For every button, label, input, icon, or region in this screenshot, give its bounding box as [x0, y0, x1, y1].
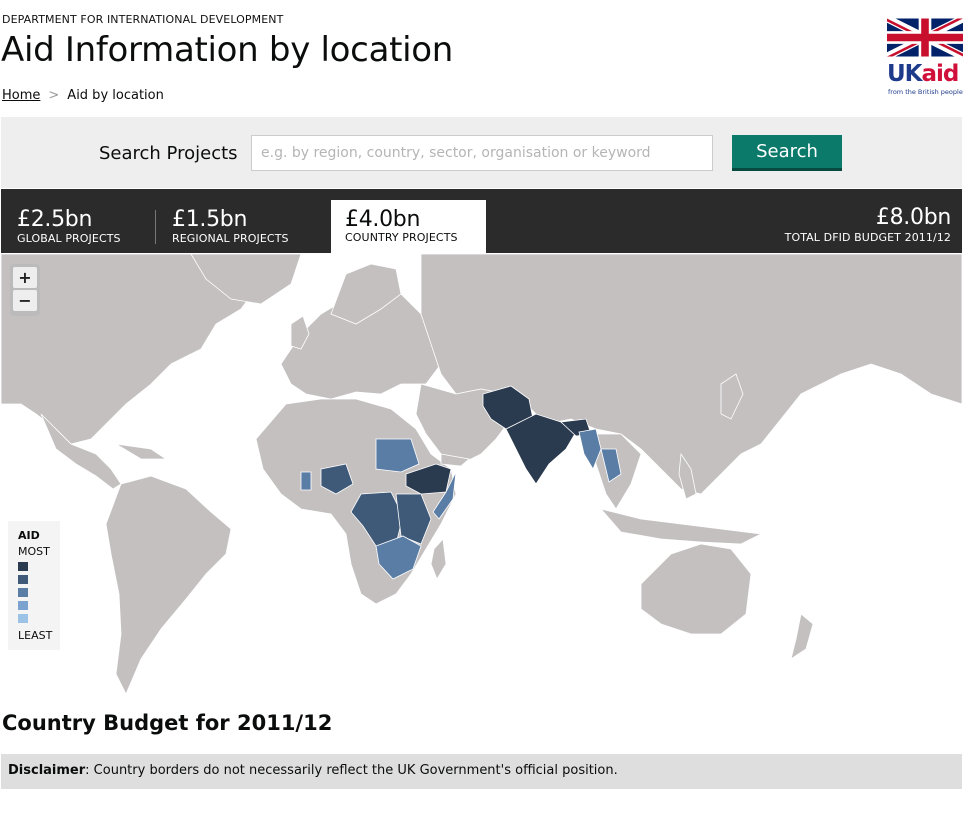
chevron-right-icon: > — [48, 88, 60, 103]
land-madagascar — [430, 538, 447, 580]
aid-countries — [300, 385, 622, 580]
section-title: Country Budget for 2011/12 — [2, 711, 333, 735]
global-label: GLOBAL PROJECTS — [17, 232, 121, 245]
legend-swatch-5 — [18, 614, 28, 623]
legend-most-label: MOST — [18, 545, 50, 558]
global-amount: £2.5bn — [17, 207, 93, 232]
union-jack-flag-icon — [887, 18, 963, 57]
world-map[interactable] — [1, 254, 962, 696]
land-scandinavia — [330, 263, 402, 325]
land-philippines — [678, 452, 697, 500]
land-uk — [290, 315, 310, 350]
page-title: Aid Information by location — [1, 30, 454, 70]
department-name: DEPARTMENT FOR INTERNATIONAL DEVELOPMENT — [2, 13, 284, 26]
tab-global-projects[interactable]: £2.5bn GLOBAL PROJECTS — [17, 189, 155, 253]
total-amount: £8.0bn — [875, 205, 951, 230]
logo-tagline: from the British people — [888, 88, 963, 96]
legend-swatch-1 — [18, 562, 28, 571]
zoom-out-button[interactable]: − — [13, 290, 37, 311]
breadcrumb-current: Aid by location — [67, 88, 164, 103]
land-central-america — [40, 413, 122, 490]
regional-amount: £1.5bn — [172, 207, 248, 232]
land-indonesia — [599, 508, 763, 545]
land-australia — [640, 543, 752, 635]
country-vietnam — [600, 448, 622, 483]
land-japan — [720, 373, 744, 420]
land-south-america — [105, 475, 232, 695]
zoom-in-button[interactable]: + — [13, 267, 37, 288]
legend-title: AID — [18, 529, 40, 542]
zoom-control: + − — [10, 264, 40, 316]
country-label: COUNTRY PROJECTS — [345, 231, 458, 244]
land-layer — [1, 254, 962, 695]
land-new-zealand — [790, 613, 814, 660]
country-amount: £4.0bn — [345, 207, 421, 232]
legend-least-label: LEAST — [18, 629, 53, 642]
ukaid-logo: UKaid — [887, 61, 959, 87]
tab-country-projects[interactable]: £4.0bn COUNTRY PROJECTS — [331, 200, 486, 253]
legend-swatch-4 — [18, 601, 28, 610]
country-nigeria — [320, 463, 354, 495]
disclaimer-text: : Country borders do not necessarily ref… — [85, 763, 618, 778]
breadcrumb: Home > Aid by location — [2, 88, 164, 103]
country-burma — [578, 428, 602, 470]
land-caribbean — [115, 443, 168, 460]
country-east-africa — [395, 493, 432, 545]
legend-swatch-2 — [18, 575, 28, 584]
country-yemen — [440, 453, 470, 467]
search-band: Search Projects Search — [1, 117, 962, 188]
land-asia — [420, 254, 962, 495]
country-sudan — [375, 438, 420, 473]
country-india — [505, 413, 577, 485]
world-map-svg[interactable] — [1, 254, 962, 696]
tab-regional-projects[interactable]: £1.5bn REGIONAL PROJECTS — [155, 207, 331, 245]
legend-swatch-3 — [18, 588, 28, 597]
search-label: Search Projects — [99, 143, 238, 164]
search-button[interactable]: Search — [732, 135, 842, 171]
search-input[interactable] — [251, 135, 713, 171]
regional-label: REGIONAL PROJECTS — [172, 232, 289, 245]
country-somalia — [432, 471, 457, 520]
disclaimer-label: Disclaimer — [8, 763, 86, 778]
map-legend: AID MOST LEAST — [8, 521, 60, 650]
land-greenland — [190, 254, 302, 305]
disclaimer: Disclaimer: Country borders do not neces… — [1, 754, 962, 789]
budget-bar: £2.5bn GLOBAL PROJECTS £1.5bn REGIONAL P… — [1, 189, 962, 253]
country-ghana-sierra — [300, 471, 312, 491]
breadcrumb-home-link[interactable]: Home — [2, 88, 41, 103]
total-label: TOTAL DFID BUDGET 2011/12 — [784, 231, 951, 244]
country-southern-africa — [375, 535, 422, 580]
total-budget: £8.0bn TOTAL DFID BUDGET 2011/12 — [751, 189, 952, 253]
